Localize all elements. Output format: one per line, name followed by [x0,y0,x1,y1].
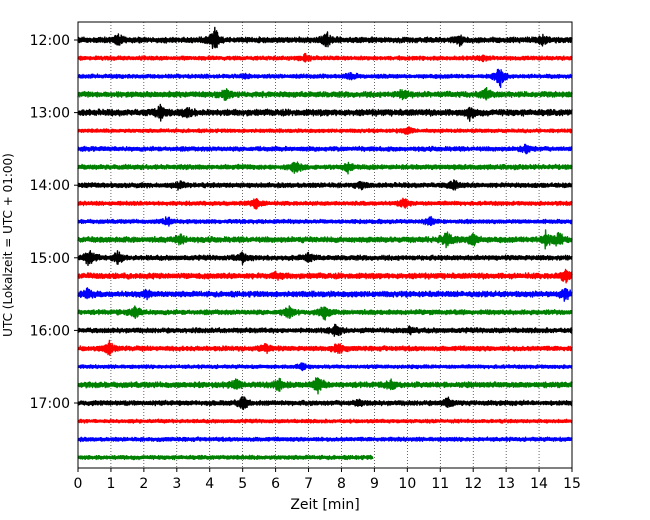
x-tick-label: 10 [398,476,416,492]
x-tick-label: 15 [563,476,581,492]
vertical-gridlines [110,22,540,468]
x-axis: 0 1 2 3 4 5 6 7 8 9 10 11 12 13 14 15 [74,468,581,492]
trace-line [77,179,573,191]
y-tick-label: 12:00 [30,33,70,49]
trace-line [77,362,573,372]
trace-line [77,250,573,266]
x-tick-label: 0 [74,476,83,492]
trace-line [77,287,573,302]
x-axis-label: Zeit [min] [290,497,359,513]
x-tick-label: 13 [497,476,515,492]
trace-line [77,395,573,411]
x-tick-label: 11 [431,476,449,492]
trace-line [77,161,573,175]
x-tick-label: 3 [172,476,181,492]
y-tick-label: 15:00 [30,251,70,267]
trace-line [77,87,573,101]
x-tick-label: 7 [304,476,313,492]
trace-line [77,52,573,63]
trace-line [77,418,573,424]
plot-frame [77,21,573,469]
trace-line [77,68,573,89]
x-tick-label: 6 [271,476,280,492]
trace-line [77,215,573,227]
trace-group [77,26,573,461]
y-axis: 12:00 13:00 14:00 15:00 16:00 17:00 [30,33,78,412]
y-tick-label: 14:00 [30,178,70,194]
y-axis-label: UTC (Lokalzeit = UTC + 01:00) [1,153,15,337]
trace-line [77,103,573,122]
trace-line [77,339,573,356]
y-tick-label: 17:00 [30,396,70,412]
trace-line [77,197,573,210]
x-tick-label: 9 [370,476,379,492]
x-tick-label: 12 [464,476,482,492]
y-tick-label: 16:00 [30,323,70,339]
trace-line [77,436,573,443]
trace-line [77,377,573,395]
x-tick-label: 4 [205,476,214,492]
x-tick-label: 2 [139,476,148,492]
trace-line [77,126,573,135]
trace-line [77,143,573,155]
trace-line [77,454,374,461]
trace-line [77,268,573,284]
y-tick-label: 13:00 [30,106,70,122]
x-tick-label: 1 [106,476,115,492]
trace-line [77,229,573,250]
x-tick-label: 14 [530,476,548,492]
trace-line [77,305,573,321]
x-tick-label: 5 [238,476,247,492]
trace-line [77,26,573,50]
x-tick-label: 8 [337,476,346,492]
trace-line [77,323,573,337]
